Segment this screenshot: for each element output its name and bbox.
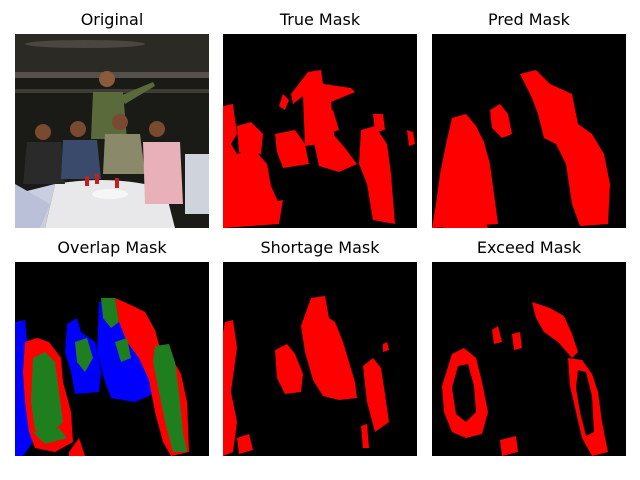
- pred-mask-image: [432, 34, 626, 228]
- original-image: [15, 34, 209, 228]
- panel-title: Shortage Mask: [260, 238, 380, 257]
- panel-title: Exceed Mask: [476, 238, 582, 257]
- exceed-mask-image: [432, 262, 626, 456]
- shortage-mask-image: [223, 262, 417, 456]
- true-mask-image: [223, 34, 417, 228]
- panel-title: True Mask: [279, 10, 361, 29]
- panel-title: Pred Mask: [488, 10, 570, 29]
- panel-title: Overlap Mask: [57, 238, 167, 257]
- panel-title: Original: [80, 10, 144, 29]
- overlap-mask-image: [15, 262, 209, 456]
